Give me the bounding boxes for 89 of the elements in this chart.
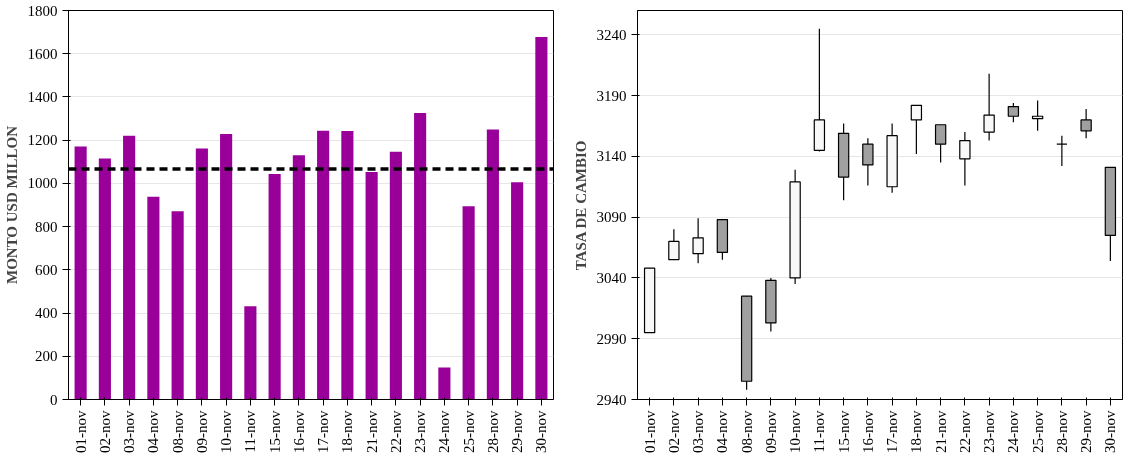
x-tick-label: 24-nov xyxy=(436,410,453,453)
x-tick-label: 11-nov xyxy=(242,410,259,453)
x-tick-label: 21-nov xyxy=(363,410,380,453)
bar xyxy=(414,112,427,400)
y-tick-label: 2990 xyxy=(596,330,627,347)
x-tick-label: 22-nov xyxy=(956,410,973,453)
candlestick xyxy=(1080,108,1092,139)
x-tick-label: 08-nov xyxy=(738,410,755,453)
candlestick xyxy=(692,217,704,264)
candlestick xyxy=(959,131,971,187)
y-axis-title: MONTO USD MILLON xyxy=(3,125,20,285)
x-tick-label: 21-nov xyxy=(932,410,949,453)
x-tick-label: 09-nov xyxy=(762,410,779,453)
x-tick-label: 01-nov xyxy=(72,410,89,453)
bar xyxy=(535,37,548,400)
x-tick-label: 29-nov xyxy=(509,410,526,453)
bar xyxy=(365,171,378,400)
bar xyxy=(486,129,499,400)
x-tick-label: 15-nov xyxy=(835,410,852,453)
x-tick-label: 16-nov xyxy=(859,410,876,453)
bar xyxy=(220,133,233,400)
x-tick-label: 03-nov xyxy=(121,410,138,453)
candlestick xyxy=(1056,135,1068,167)
x-tick-label: 01-nov xyxy=(641,410,658,453)
x-tick-label: 10-nov xyxy=(787,410,804,453)
y-tick-label: 3190 xyxy=(596,87,627,104)
bar xyxy=(123,135,136,400)
candlestick xyxy=(1007,102,1020,123)
bar xyxy=(268,173,281,400)
x-tick-label: 09-nov xyxy=(193,410,210,453)
candlestick xyxy=(983,73,995,142)
bar xyxy=(171,211,184,400)
y-tick-label: 600 xyxy=(35,261,58,278)
candlestick xyxy=(668,228,680,261)
x-tick-label: 28-nov xyxy=(484,410,501,453)
candlestick xyxy=(862,137,874,187)
x-tick-label: 03-nov xyxy=(690,410,707,453)
candlestick xyxy=(934,124,947,164)
y-tick-label: 3090 xyxy=(596,209,627,226)
x-tick-label: 04-nov xyxy=(145,410,162,453)
bar xyxy=(389,151,402,400)
bar xyxy=(147,196,160,400)
y-tick-label: 3040 xyxy=(596,269,627,286)
x-tick-label: 25-nov xyxy=(460,410,477,453)
y-axis-title: TASA DE CAMBIO xyxy=(572,140,589,271)
x-tick-label: 25-nov xyxy=(1029,410,1046,453)
x-tick-label: 02-nov xyxy=(96,410,113,453)
candlestick xyxy=(910,104,923,155)
bar xyxy=(74,146,87,400)
bar xyxy=(462,206,475,400)
bar xyxy=(438,367,451,400)
bar xyxy=(341,131,354,400)
x-tick-label: 16-nov xyxy=(290,410,307,453)
y-tick-label: 1200 xyxy=(27,132,58,149)
y-tick-label: 1400 xyxy=(27,88,58,105)
y-tick-label: 2940 xyxy=(596,391,627,408)
x-tick-label: 18-nov xyxy=(339,410,356,453)
y-tick-label: 0 xyxy=(50,391,58,408)
x-tick-label: 17-nov xyxy=(884,410,901,453)
y-tick-label: 1600 xyxy=(27,45,58,62)
x-tick-label: 30-nov xyxy=(1102,410,1119,453)
y-tick-label: 1000 xyxy=(27,175,58,192)
x-tick-label: 23-nov xyxy=(412,410,429,453)
bar xyxy=(292,155,305,400)
x-tick-label: 28-nov xyxy=(1053,410,1070,453)
x-tick-label: 15-nov xyxy=(266,410,283,453)
bar xyxy=(244,306,257,400)
y-tick-label: 400 xyxy=(35,305,58,322)
bar xyxy=(98,158,111,400)
y-tick-label: 1800 xyxy=(27,2,58,19)
x-tick-label: 10-nov xyxy=(218,410,235,453)
bar xyxy=(195,148,208,400)
x-tick-label: 24-nov xyxy=(1005,410,1022,453)
x-tick-label: 11-nov xyxy=(811,410,828,453)
x-tick-label: 17-nov xyxy=(315,410,332,453)
x-tick-label: 02-nov xyxy=(665,410,682,453)
x-tick-label: 08-nov xyxy=(169,410,186,453)
x-tick-label: 30-nov xyxy=(533,410,550,453)
x-tick-label: 22-nov xyxy=(387,410,404,453)
y-tick-label: 800 xyxy=(35,218,58,235)
x-tick-label: 04-nov xyxy=(714,410,731,453)
bar xyxy=(317,130,330,400)
y-tick-label: 200 xyxy=(35,348,58,365)
bar xyxy=(511,182,524,400)
x-tick-label: 23-nov xyxy=(981,410,998,453)
y-tick-label: 3140 xyxy=(596,148,627,165)
x-tick-label: 29-nov xyxy=(1078,410,1095,453)
x-tick-label: 18-nov xyxy=(908,410,925,453)
y-tick-label: 3240 xyxy=(596,26,627,43)
